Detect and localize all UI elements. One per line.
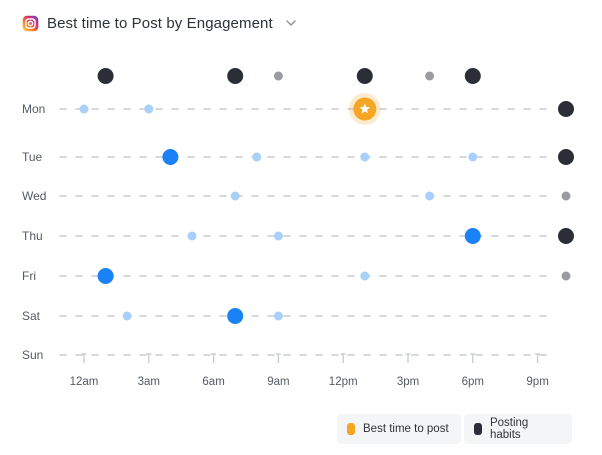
best-time-swatch [347,423,355,435]
day-label-fri: Fri [22,269,36,283]
x-tick-label: 6am [202,376,224,388]
engagement-dot-low [273,231,283,241]
posting-habit-day-dot [558,101,574,117]
posting-habit-hour-dot [356,68,373,84]
engagement-dot-high [97,268,114,284]
x-tick-label: 9pm [526,376,548,388]
x-tick-label: 12am [70,376,99,388]
posting-habit-day-dot [561,271,571,281]
posting-habit-day-dot [558,149,574,165]
posting-habit-hour-dot [464,68,481,84]
best-time-scatter-chart: Mon Tue Wed Thu Fri Sat Sun 12am 3am 6am 9am 12pm 3p… [22,68,574,388]
legend-posting-habits[interactable]: Posting habits [464,414,572,444]
posting-habit-hour-dot [425,71,435,81]
instagram-icon [22,15,39,31]
engagement-dot-low [360,271,370,281]
posting-habit-hour-dot [273,71,283,81]
day-label-sun: Sun [22,348,43,362]
engagement-dot-low [273,311,283,321]
day-label-sat: Sat [22,309,41,323]
x-tick-label: 3pm [397,376,419,388]
day-label-thu: Thu [22,229,43,243]
x-tick-label: 12pm [329,376,358,388]
engagement-dot-low [468,152,478,162]
chart-header-dropdown[interactable]: Best time to Post by Engagement [22,11,297,35]
chart-title: Best time to Post by Engagement [47,14,273,32]
x-tick-label: 3am [138,376,160,388]
star-icon [359,103,371,114]
engagement-dot-low [187,231,197,241]
engagement-dot-high [227,308,244,324]
posting-habit-day-dot [558,228,574,244]
engagement-dot-low [360,152,370,162]
engagement-dot-low [252,152,262,162]
chevron-down-icon [286,20,296,26]
x-tick-label: 6pm [462,376,484,388]
day-label-wed: Wed [22,189,46,203]
engagement-dot-low [122,311,132,321]
legend-best-time[interactable]: Best time to post [337,414,461,444]
engagement-dot-high [464,228,481,244]
x-tick-label: 9am [267,376,289,388]
engagement-dot-high [162,149,179,165]
engagement-dot-low [425,191,435,201]
engagement-dot-low [79,104,89,114]
posting-habit-day-dot [561,191,571,201]
legend-best-time-label: Best time to post [363,423,449,435]
posting-habit-hour-dot [97,68,114,84]
engagement-dot-low [230,191,240,201]
legend-posting-habits-label: Posting habits [489,417,529,441]
posting-habits-swatch [474,423,482,435]
day-label-mon: Mon [22,102,45,116]
engagement-dot-low [144,104,154,114]
day-label-tue: Tue [22,150,43,164]
posting-habit-hour-dot [227,68,244,84]
